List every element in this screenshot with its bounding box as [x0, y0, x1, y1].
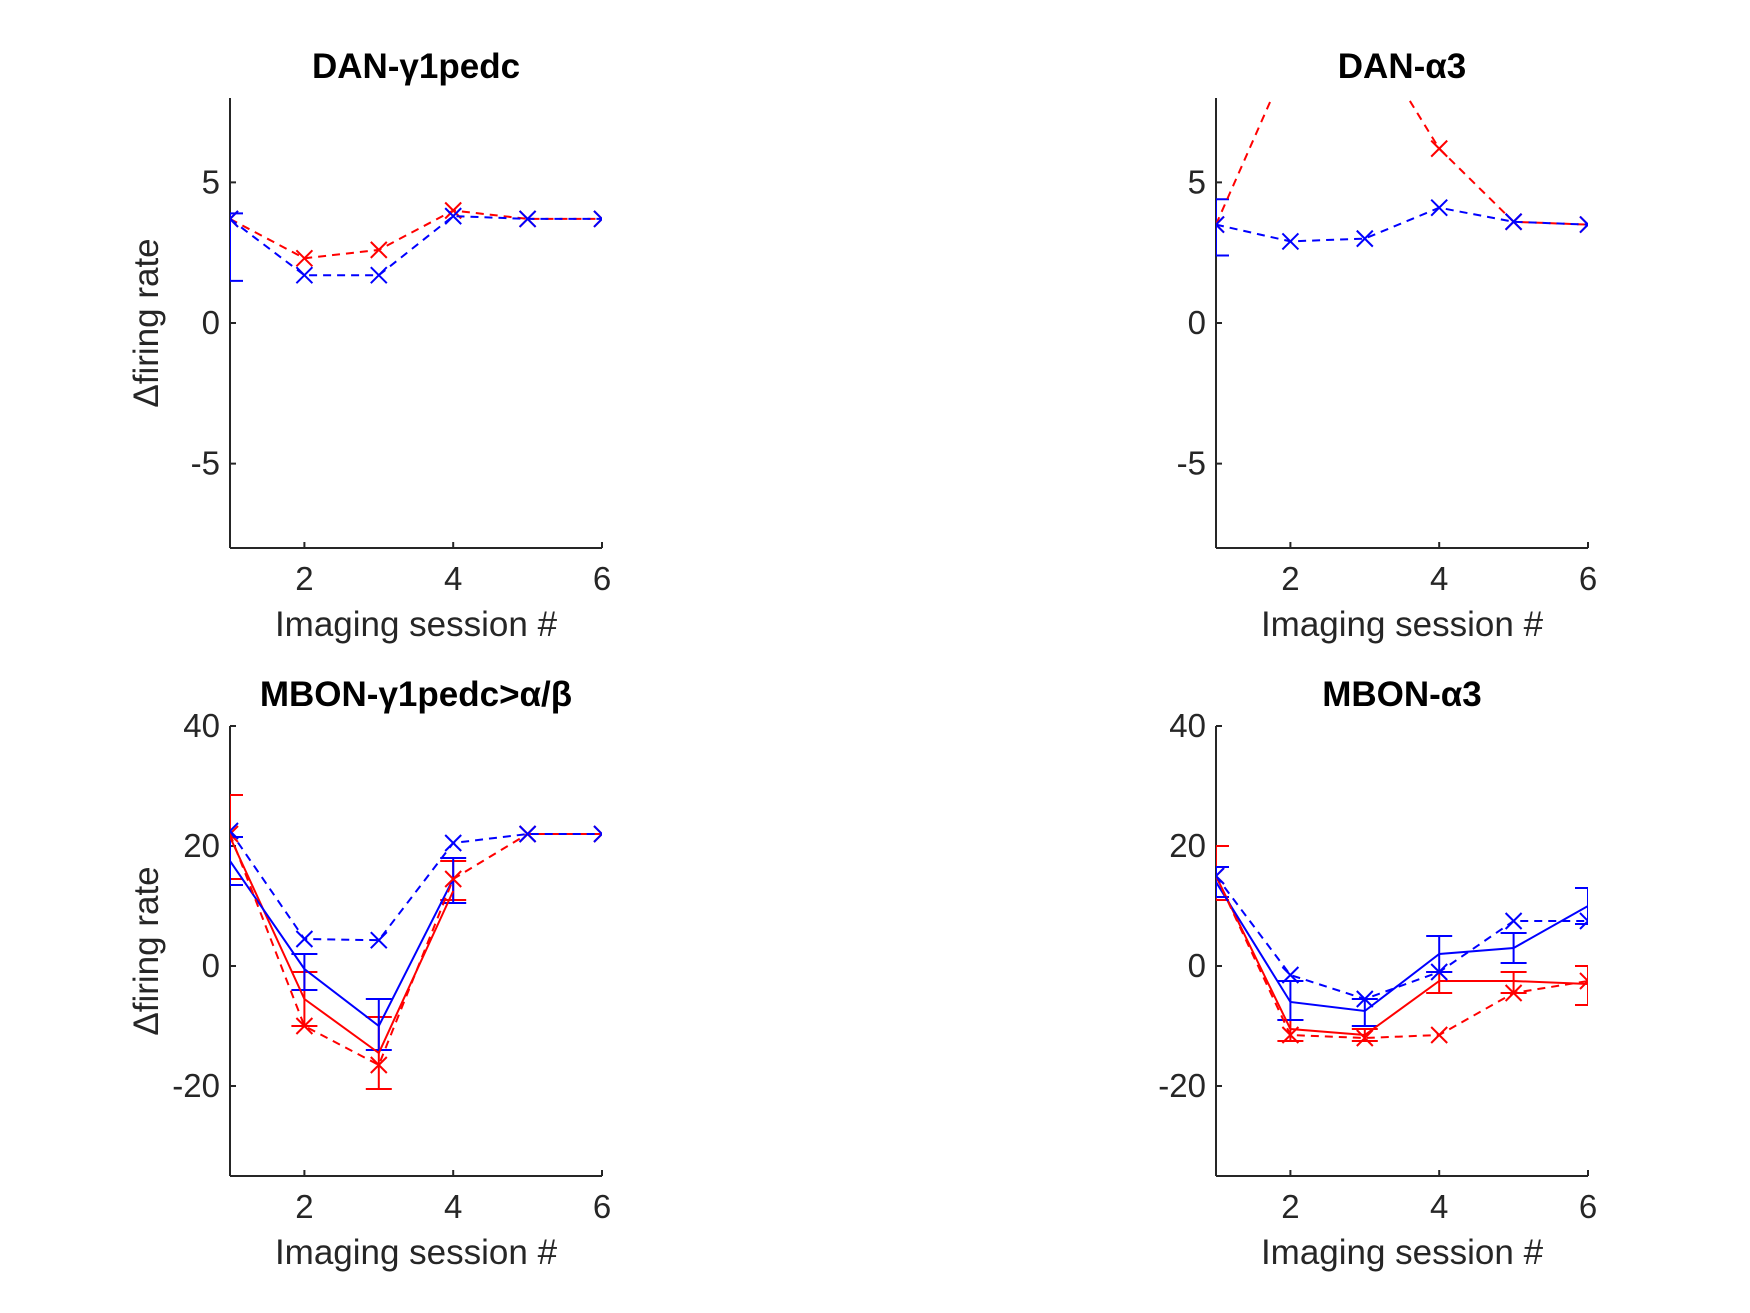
series-line-red-solid — [1216, 875, 1588, 1037]
data-point-marker — [1430, 139, 1448, 158]
x-axis-label: Imaging session # — [275, 1233, 558, 1272]
data-point-marker — [444, 207, 462, 225]
y-tick-label: 5 — [1188, 163, 1206, 200]
data-point-marker — [1356, 229, 1374, 248]
y-tick-label: -20 — [172, 1067, 220, 1104]
data-point-marker — [295, 249, 314, 268]
y-tick-label: 0 — [202, 304, 220, 341]
x-tick-label: 2 — [295, 1188, 313, 1225]
x-axis-label: Imaging session # — [275, 605, 558, 644]
y-tick-label: 0 — [202, 947, 220, 984]
data-point-marker — [370, 266, 388, 284]
x-tick-label: 2 — [1281, 1188, 1299, 1225]
data-point-marker — [593, 210, 602, 228]
data-point-marker — [1504, 984, 1523, 1002]
data-point-marker — [1216, 215, 1225, 234]
data-point-marker — [1430, 963, 1448, 981]
data-point-marker — [1281, 232, 1300, 251]
series-line-red-solid — [230, 836, 455, 1055]
y-tick-label: 5 — [202, 163, 220, 200]
x-tick-label: 4 — [444, 1188, 462, 1225]
y-tick-label: 0 — [1188, 304, 1206, 341]
x-tick-label: 6 — [1579, 560, 1597, 597]
y-tick-label: 40 — [183, 707, 220, 744]
series-line-blue-dashed — [230, 215, 602, 277]
data-point-marker — [593, 825, 602, 843]
panel-p2: 2 4 6 -5 0 5 DAN-α3 Imaging session # — [1177, 47, 1598, 644]
data-point-marker — [1216, 867, 1225, 885]
series-line-blue-solid — [230, 860, 455, 1028]
plot-area — [230, 201, 602, 284]
series-line-red-dashed — [1216, 98, 1588, 226]
data-point-marker — [1430, 1026, 1448, 1044]
x-tick-label: 2 — [295, 560, 313, 597]
chart-title: MBON-α3 — [1322, 675, 1482, 714]
chart-title: MBON-γ1pedc>α/β — [260, 675, 572, 714]
y-tick-label: 0 — [1188, 947, 1206, 984]
data-point-marker — [1579, 215, 1588, 234]
data-point-marker — [1504, 912, 1523, 930]
y-tick-label: 20 — [183, 827, 220, 864]
data-point-marker — [295, 1017, 314, 1035]
y-axis-label: Δfiring rate — [127, 866, 166, 1035]
data-point-marker — [230, 825, 239, 843]
series-line-blue-dashed — [1216, 875, 1588, 1001]
series-line-blue-dashed — [1216, 206, 1588, 243]
x-axis-label: Imaging session # — [1261, 1233, 1544, 1272]
x-tick-label: 6 — [593, 560, 611, 597]
series-line-red-dashed — [230, 833, 602, 1067]
data-point-marker — [370, 1056, 388, 1074]
panel-p4: 2 4 6 -20 0 20 40 MBON-α3 Imaging session # — [1158, 675, 1597, 1272]
data-point-marker — [1281, 1026, 1300, 1044]
y-tick-label: 20 — [1169, 827, 1206, 864]
x-tick-label: 2 — [1281, 560, 1299, 597]
series-line-red-dashed — [1216, 875, 1588, 1040]
data-point-marker — [1504, 213, 1523, 231]
data-point-marker — [444, 870, 462, 888]
chart-title: DAN-γ1pedc — [312, 47, 520, 86]
series-line-blue-solid — [1216, 881, 1588, 1013]
data-point-marker — [518, 210, 537, 228]
chart-title: DAN-α3 — [1338, 47, 1466, 86]
x-axis-label: Imaging session # — [1261, 605, 1544, 644]
plot-area — [1216, 98, 1588, 257]
x-tick-label: 4 — [444, 560, 462, 597]
data-point-marker — [1579, 972, 1588, 990]
data-point-marker — [1356, 1029, 1374, 1047]
y-tick-label: -5 — [191, 445, 220, 482]
data-point-marker — [1356, 990, 1374, 1008]
x-tick-label: 6 — [593, 1188, 611, 1225]
data-point-marker — [295, 266, 314, 284]
data-point-marker — [444, 834, 462, 852]
data-point-marker — [1281, 966, 1300, 984]
y-tick-label: -20 — [1158, 1067, 1206, 1104]
plot-area — [230, 794, 602, 1090]
data-point-marker — [1430, 198, 1448, 217]
x-tick-label: 4 — [1430, 560, 1448, 597]
data-point-marker — [518, 825, 537, 843]
y-axis-label: Δfiring rate — [127, 238, 166, 407]
data-point-marker — [230, 822, 239, 840]
data-point-marker — [1579, 912, 1588, 930]
series-line-blue-dashed — [230, 830, 602, 942]
data-point-marker — [370, 241, 388, 259]
x-tick-label: 4 — [1430, 1188, 1448, 1225]
y-tick-label: -5 — [1177, 445, 1206, 482]
y-tick-label: 40 — [1169, 707, 1206, 744]
panel-p3: 2 4 6 -20 0 20 40 MBON-γ1pedc>α/β Imaging sessio… — [127, 675, 611, 1272]
data-point-marker — [370, 931, 388, 949]
plot-area — [1216, 845, 1588, 1047]
series-line-red-dashed — [230, 209, 602, 260]
panel-p1: 2 4 6 -5 0 5 DAN-γ1pedc Imaging session # Δfirin… — [127, 47, 611, 644]
data-point-marker — [230, 210, 239, 228]
data-point-marker — [295, 930, 314, 948]
x-tick-label: 6 — [1579, 1188, 1597, 1225]
